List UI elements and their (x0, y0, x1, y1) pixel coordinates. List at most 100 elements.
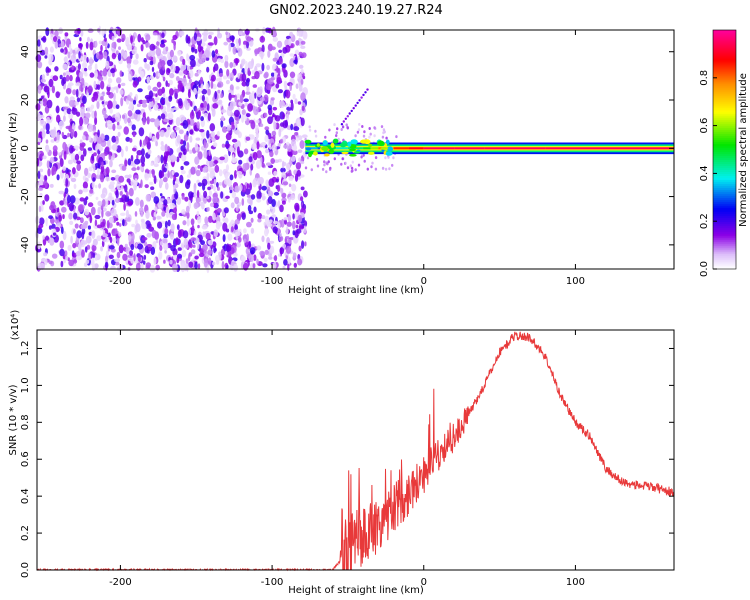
colorbar-strip (713, 225, 736, 228)
noise-cell (111, 144, 118, 151)
noise-cell (285, 245, 292, 254)
noise-cell (105, 176, 111, 182)
noise-cell (103, 114, 109, 119)
noise-cell (269, 245, 275, 254)
noise-cell (261, 193, 266, 197)
noise-cell (209, 202, 215, 207)
noise-cell (274, 52, 279, 60)
noise-cell (223, 154, 229, 164)
noise-cell (173, 107, 179, 111)
noise-cell (212, 103, 219, 109)
noise-cell (273, 64, 277, 70)
noise-cell (68, 202, 75, 212)
noise-cell (282, 112, 286, 120)
colorbar-strip (713, 109, 736, 113)
noise-cell (48, 78, 54, 88)
noise-cell (267, 171, 272, 175)
noise-cell (131, 124, 136, 131)
noise-cell (86, 244, 91, 250)
noise-cell (191, 224, 195, 234)
noise-cell (81, 77, 85, 86)
noise-cell (135, 53, 139, 60)
noise-cell (230, 226, 234, 233)
noise-cell (249, 92, 255, 102)
noise-cell (108, 78, 113, 84)
noise-cell (94, 63, 98, 71)
noise-cell (170, 245, 176, 252)
noise-cell (173, 42, 176, 51)
noise-cell (209, 160, 214, 168)
noise-cell (256, 198, 262, 203)
noise-cell (245, 91, 251, 95)
noise-cell (55, 91, 60, 99)
noise-cell (259, 35, 266, 43)
noise-cell (37, 39, 41, 47)
colorbar-strip (713, 115, 736, 119)
colorbar-strip (713, 185, 736, 188)
noise-cell (170, 154, 176, 163)
noise-cell (100, 246, 104, 252)
noise-cell (172, 34, 178, 41)
colorbar-strip (713, 79, 736, 83)
noise-cell (208, 34, 212, 40)
noise-cell (261, 195, 266, 201)
noise-cell (97, 168, 100, 176)
noise-cell (252, 179, 257, 188)
noise-cell (197, 109, 201, 118)
noise-cell (76, 160, 82, 165)
noise-cell (209, 123, 216, 132)
y-tick-label: 40 (20, 45, 31, 58)
noise-cell (142, 40, 146, 45)
noise-cell (91, 230, 96, 239)
noise-cell (84, 208, 90, 216)
noise-cell (283, 259, 288, 266)
noise-cell (110, 208, 117, 218)
noise-cell (248, 134, 255, 140)
noise-cell (156, 41, 160, 46)
noise-cell (267, 190, 274, 197)
noise-cell (236, 242, 241, 248)
noise-cell (105, 60, 110, 70)
noise-cell (157, 72, 161, 77)
noise-cell (82, 135, 86, 141)
noise-cell (58, 27, 63, 34)
noise-cell (194, 27, 198, 34)
noise-cell (91, 244, 97, 252)
noise-cell (155, 47, 162, 57)
noise-cell (161, 163, 165, 173)
colorbar-strip (713, 113, 736, 117)
noise-cell (153, 196, 160, 204)
noise-cell (115, 86, 119, 94)
spectrogram-signal-trace (304, 88, 674, 158)
noise-cell (72, 167, 76, 175)
noise-cell (106, 220, 110, 229)
noise-cell (293, 126, 300, 132)
noise-cell (96, 235, 102, 242)
noise-cell (80, 154, 85, 162)
noise-cell (316, 164, 320, 168)
noise-cell (217, 58, 222, 63)
noise-cell (267, 196, 273, 205)
noise-cell (243, 40, 248, 46)
noise-cell (227, 233, 233, 241)
colorbar-strip (713, 259, 736, 262)
noise-cell (233, 263, 238, 272)
colorbar-strip (713, 231, 736, 234)
noise-cell (168, 95, 173, 102)
noise-cell (160, 129, 165, 135)
noise-cell (207, 31, 214, 36)
noise-cell (68, 259, 75, 267)
noise-cell (116, 121, 120, 126)
noise-cell (238, 37, 241, 46)
noise-cell (145, 220, 151, 230)
noise-cell (213, 178, 217, 186)
noise-cell (300, 78, 304, 85)
streak-point (348, 112, 351, 115)
x-tick-label: -200 (109, 276, 132, 287)
noise-cell (81, 249, 85, 258)
noise-cell (150, 191, 157, 199)
noise-cell (77, 204, 84, 213)
noise-cell (68, 69, 75, 73)
